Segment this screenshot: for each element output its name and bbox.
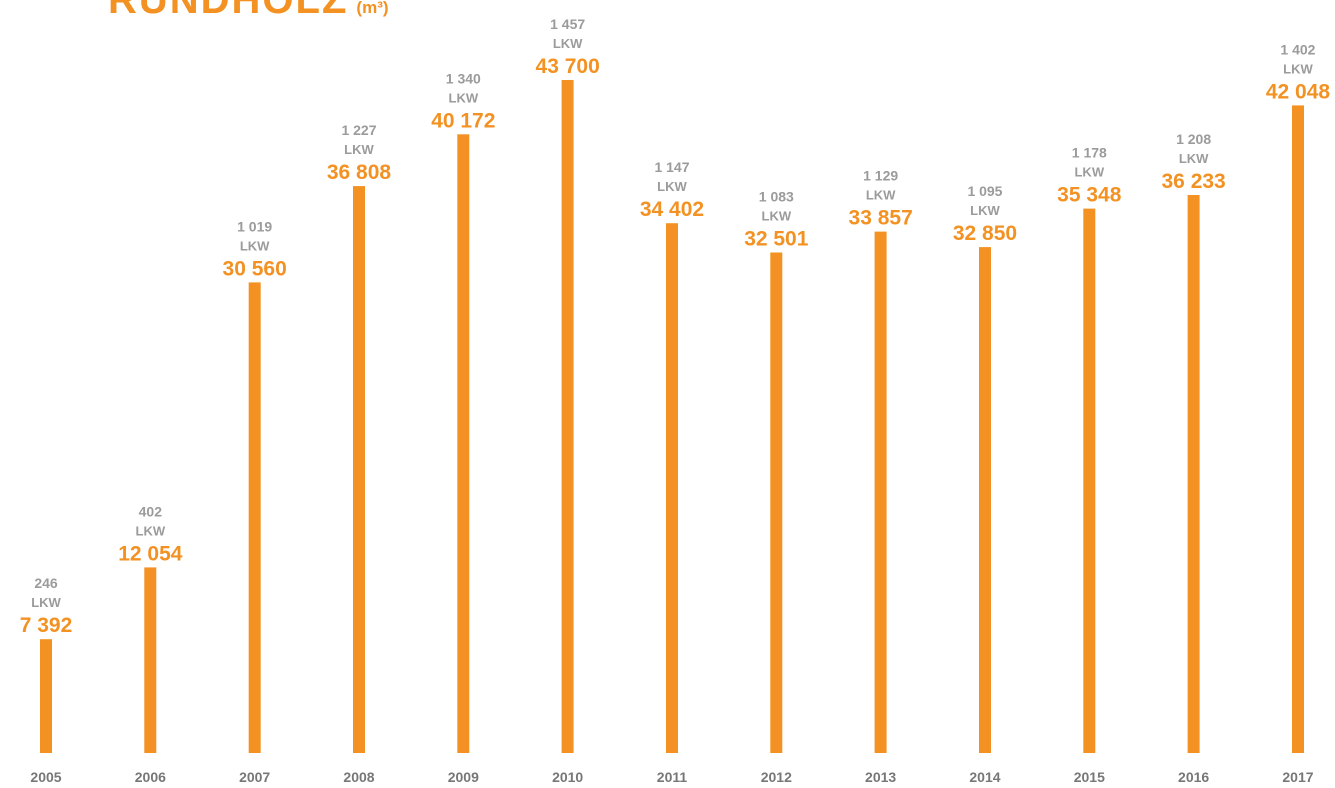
x-tick-label-2006: 2006 <box>135 769 166 785</box>
x-tick-label-2017: 2017 <box>1282 769 1313 785</box>
x-tick-label-2009: 2009 <box>448 769 479 785</box>
x-tick-label-2012: 2012 <box>761 769 792 785</box>
truck-unit-label-2013: LKW <box>866 188 896 203</box>
value-label-2010: 43 700 <box>536 55 600 78</box>
value-label-2011: 34 402 <box>640 198 704 221</box>
truck-unit-label-2015: LKW <box>1074 165 1104 180</box>
chart-title-text: RUNDHOLZ <box>108 0 349 22</box>
truck-unit-label-2008: LKW <box>344 142 374 157</box>
bar-2010 <box>561 80 574 753</box>
value-label-2006: 12 054 <box>118 542 183 565</box>
x-tick-label-2007: 2007 <box>239 769 270 785</box>
bar-2007 <box>248 282 261 753</box>
chart-unit: (m³) <box>356 0 389 17</box>
truck-unit-label-2017: LKW <box>1283 61 1313 76</box>
x-tick-label-2016: 2016 <box>1178 769 1209 785</box>
value-label-2015: 35 348 <box>1057 184 1122 207</box>
bar-2008 <box>353 186 365 754</box>
value-label-2017: 42 048 <box>1266 80 1331 103</box>
bar-2017 <box>1292 105 1304 753</box>
truck-unit-label-2011: LKW <box>657 179 687 194</box>
value-label-2014: 32 850 <box>953 222 1017 245</box>
truck-unit-label-2006: LKW <box>136 523 166 538</box>
truck-count-label-2011: 1 147 <box>654 159 689 175</box>
bar-2005 <box>40 639 52 753</box>
truck-unit-label-2005: LKW <box>31 595 61 610</box>
x-tick-label-2008: 2008 <box>343 769 374 785</box>
chart-title: RUNDHOLZ (m³) <box>108 0 389 23</box>
truck-count-label-2017: 1 402 <box>1280 41 1315 57</box>
truck-count-label-2013: 1 129 <box>863 168 898 184</box>
truck-count-label-2008: 1 227 <box>341 122 376 138</box>
truck-count-label-2016: 1 208 <box>1176 131 1211 147</box>
value-label-2009: 40 172 <box>431 109 495 132</box>
truck-unit-label-2016: LKW <box>1179 151 1209 166</box>
x-tick-label-2011: 2011 <box>657 769 688 785</box>
value-label-2016: 36 233 <box>1162 170 1226 193</box>
truck-count-label-2007: 1 019 <box>237 218 272 234</box>
truck-count-label-2010: 1 457 <box>550 16 585 32</box>
bar-2006 <box>144 567 157 753</box>
bar-2014 <box>979 247 991 753</box>
truck-unit-label-2010: LKW <box>553 36 583 51</box>
bar-2012 <box>770 252 783 753</box>
bar-2016 <box>1187 195 1200 753</box>
truck-unit-label-2009: LKW <box>449 90 479 105</box>
x-tick-label-2013: 2013 <box>865 769 896 785</box>
x-tick-label-2010: 2010 <box>552 769 583 785</box>
truck-count-label-2005: 246 <box>34 575 58 591</box>
value-label-2007: 30 560 <box>223 257 287 280</box>
bar-2015 <box>1083 208 1096 754</box>
value-label-2012: 32 501 <box>744 227 809 250</box>
truck-unit-label-2014: LKW <box>970 203 1000 218</box>
value-label-2005: 7 392 <box>20 614 73 637</box>
x-tick-label-2005: 2005 <box>30 769 61 785</box>
truck-unit-label-2012: LKW <box>762 208 792 223</box>
truck-count-label-2006: 402 <box>139 503 163 519</box>
value-label-2013: 33 857 <box>849 207 913 230</box>
bar-2009 <box>457 134 470 754</box>
truck-count-label-2012: 1 083 <box>759 188 794 204</box>
x-tick-label-2015: 2015 <box>1074 769 1105 785</box>
truck-count-label-2014: 1 095 <box>967 183 1002 199</box>
truck-count-label-2009: 1 340 <box>446 70 481 86</box>
truck-count-label-2015: 1 178 <box>1072 145 1107 161</box>
bar-2013 <box>874 231 887 754</box>
truck-unit-label-2007: LKW <box>240 238 270 253</box>
x-tick-label-2014: 2014 <box>969 769 1000 785</box>
value-label-2008: 36 808 <box>327 161 392 184</box>
bar-2011 <box>666 223 678 753</box>
